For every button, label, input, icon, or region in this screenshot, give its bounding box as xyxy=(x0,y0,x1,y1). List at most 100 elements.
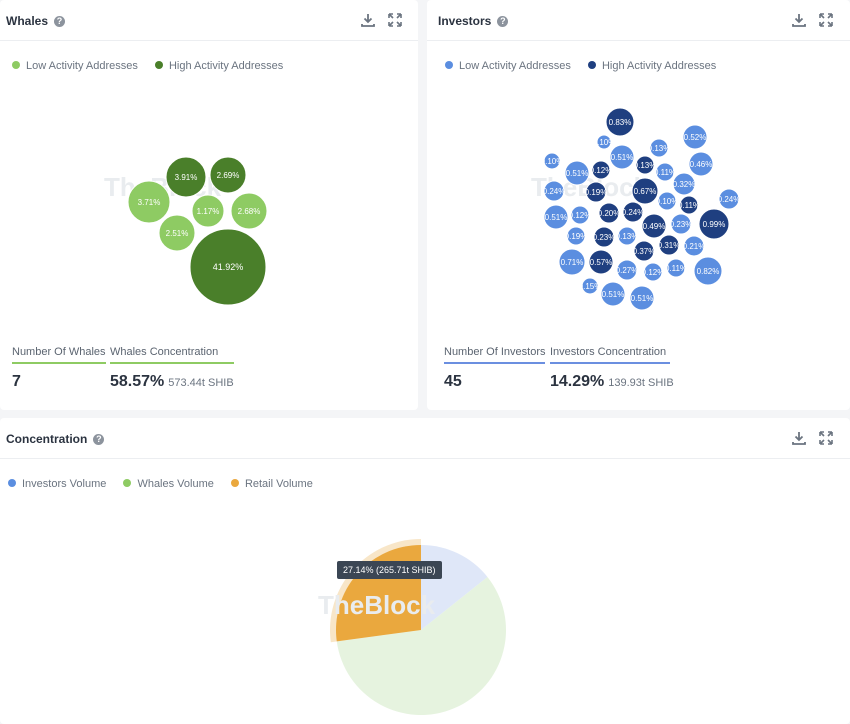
investor-bubble[interactable]: 0.15% xyxy=(579,277,602,295)
help-icon[interactable]: ? xyxy=(93,434,105,445)
whale-bubble-circle[interactable] xyxy=(230,192,268,230)
investor-bubble-circle[interactable] xyxy=(543,180,565,202)
help-icon[interactable]: ? xyxy=(54,16,66,27)
expand-icon[interactable] xyxy=(818,430,834,446)
whale-bubble-circle[interactable] xyxy=(165,156,207,198)
investor-bubble[interactable]: 0.49% xyxy=(641,213,667,239)
investor-bubble-circle[interactable] xyxy=(585,181,607,203)
investor-bubble[interactable]: 0.31% xyxy=(658,234,681,256)
legend-item-high-activity[interactable]: High Activity Addresses xyxy=(154,60,283,72)
investor-bubble-circle[interactable] xyxy=(658,234,680,256)
investor-bubble[interactable]: 0.11% xyxy=(665,258,687,278)
investor-bubble[interactable]: 0.12% xyxy=(642,262,665,282)
investor-bubble[interactable]: 0.51% xyxy=(564,160,590,186)
investor-bubble-circle[interactable] xyxy=(629,285,655,311)
investor-bubble-circle[interactable] xyxy=(570,205,590,225)
whale-bubble[interactable]: 41.92% xyxy=(189,228,267,306)
investor-bubble[interactable]: 0.10% xyxy=(656,191,679,211)
download-icon[interactable] xyxy=(791,12,807,28)
investor-bubble-circle[interactable] xyxy=(617,226,637,246)
investor-bubble[interactable]: 0.46% xyxy=(688,151,714,177)
investor-bubble-circle[interactable] xyxy=(718,188,740,210)
investor-bubble[interactable]: 0.51% xyxy=(629,285,655,311)
investor-bubble[interactable]: 0.67% xyxy=(631,177,659,205)
investor-bubble-circle[interactable] xyxy=(682,124,708,150)
investor-bubble[interactable]: 0.11% xyxy=(654,162,676,182)
whale-bubble[interactable]: 2.68% xyxy=(230,192,268,230)
investor-bubble[interactable]: 0.51% xyxy=(600,281,626,307)
investor-bubble[interactable]: 0.10% xyxy=(593,134,616,150)
investor-bubble[interactable]: 0.21% xyxy=(683,235,706,257)
whale-bubble[interactable]: 3.91% xyxy=(165,156,207,198)
investor-bubble-circle[interactable] xyxy=(588,249,614,275)
investor-bubble[interactable]: 0.24% xyxy=(622,201,645,223)
investor-bubble[interactable]: 0.19% xyxy=(565,226,588,246)
expand-icon[interactable] xyxy=(387,12,403,28)
investor-bubble-circle[interactable] xyxy=(566,226,586,246)
investor-bubble-circle[interactable] xyxy=(633,240,655,262)
investor-bubble[interactable]: 0.13% xyxy=(648,138,671,158)
investor-bubble-circle[interactable] xyxy=(649,138,669,158)
investor-bubble-circle[interactable] xyxy=(609,144,635,170)
legend-item-low-activity[interactable]: Low Activity Addresses xyxy=(445,60,571,72)
investor-bubble[interactable]: 0.23% xyxy=(593,226,616,248)
investor-bubble[interactable]: 0.24% xyxy=(543,180,566,202)
expand-icon[interactable] xyxy=(818,12,834,28)
investor-bubble[interactable]: 0.57% xyxy=(588,249,614,275)
whale-bubble[interactable]: 2.69% xyxy=(209,156,247,194)
investor-bubble[interactable]: 0.51% xyxy=(543,204,569,230)
investor-bubble-circle[interactable] xyxy=(672,172,696,196)
investor-bubble[interactable]: 0.13% xyxy=(616,226,639,246)
investor-bubble-circle[interactable] xyxy=(622,201,644,223)
investor-bubble-circle[interactable] xyxy=(543,204,569,230)
download-icon[interactable] xyxy=(360,12,376,28)
investor-bubble-circle[interactable] xyxy=(600,281,626,307)
investor-bubble-circle[interactable] xyxy=(635,155,655,175)
investor-bubble-circle[interactable] xyxy=(596,134,612,150)
investor-bubble-circle[interactable] xyxy=(679,195,699,215)
legend-item-low-activity[interactable]: Low Activity Addresses xyxy=(12,60,138,72)
investor-bubble-circle[interactable] xyxy=(616,259,638,281)
investor-bubble[interactable]: 0.11% xyxy=(678,195,700,215)
investor-bubble-circle[interactable] xyxy=(564,160,590,186)
investor-bubble[interactable]: 0.82% xyxy=(693,256,723,286)
investor-bubble[interactable]: 0.27% xyxy=(616,259,639,281)
legend-item-investors-volume[interactable]: Investors Volume xyxy=(8,478,106,490)
investor-bubble[interactable]: 0.19% xyxy=(585,181,608,203)
legend-item-high-activity[interactable]: High Activity Addresses xyxy=(587,60,716,72)
whale-bubble-circle[interactable] xyxy=(127,180,171,224)
investor-bubble-circle[interactable] xyxy=(593,226,615,248)
whale-bubble-circle[interactable] xyxy=(209,156,247,194)
investor-bubble-circle[interactable] xyxy=(688,151,714,177)
investor-bubble-circle[interactable] xyxy=(666,258,686,278)
whale-bubble[interactable]: 2.51% xyxy=(158,214,196,252)
investor-bubble-circle[interactable] xyxy=(581,277,599,295)
investor-bubble-circle[interactable] xyxy=(605,107,635,137)
investor-bubble-circle[interactable] xyxy=(683,235,705,257)
whale-bubble-circle[interactable] xyxy=(191,194,225,228)
investor-bubble-circle[interactable] xyxy=(641,213,667,239)
investor-bubble[interactable]: 0.23% xyxy=(670,213,693,235)
investor-bubble-circle[interactable] xyxy=(643,262,663,282)
legend-item-whales-volume[interactable]: Whales Volume xyxy=(123,478,214,490)
download-icon[interactable] xyxy=(791,430,807,446)
whale-bubble[interactable]: 1.17% xyxy=(191,194,225,228)
investor-bubble[interactable]: 0.20% xyxy=(598,202,621,224)
investor-bubble[interactable]: 0.83% xyxy=(605,107,635,137)
investor-bubble-circle[interactable] xyxy=(693,256,723,286)
investor-bubble[interactable]: 0.99% xyxy=(698,208,730,240)
whale-bubble-circle[interactable] xyxy=(158,214,196,252)
whale-bubble-circle[interactable] xyxy=(189,228,267,306)
investor-bubble-circle[interactable] xyxy=(670,213,692,235)
investor-bubble-circle[interactable] xyxy=(657,191,677,211)
investor-bubble[interactable]: 0.32% xyxy=(672,172,696,196)
investor-bubble[interactable]: 0.13% xyxy=(634,155,657,175)
legend-item-retail-volume[interactable]: Retail Volume xyxy=(230,478,313,490)
investor-bubble-circle[interactable] xyxy=(631,177,659,205)
pie-slice-whales-volume[interactable] xyxy=(336,577,506,715)
investor-bubble[interactable]: 0.24% xyxy=(718,188,741,210)
investor-bubble-circle[interactable] xyxy=(543,152,561,170)
investor-bubble-circle[interactable] xyxy=(598,202,620,224)
investor-bubble[interactable]: 0.51% xyxy=(609,144,635,170)
investor-bubble[interactable]: 0.12% xyxy=(590,160,613,180)
